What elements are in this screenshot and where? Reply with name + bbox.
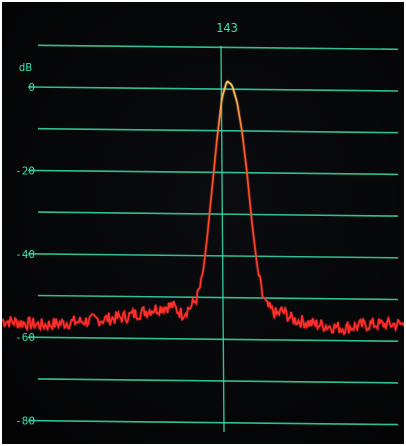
grid-line: [27, 336, 399, 342]
marker-label: 143: [216, 21, 238, 35]
y-tick-labels: 0 -20 -40 -60 -80: [15, 81, 35, 428]
y-tick-label: -40: [15, 248, 35, 261]
grid-line: [27, 86, 399, 92]
grid-line: [37, 211, 399, 217]
y-tick-label: 0: [28, 81, 35, 94]
grid-line: [27, 253, 399, 259]
grid-lines: [27, 44, 399, 426]
grid-line: [37, 44, 399, 51]
y-axis-unit: dB: [19, 61, 33, 74]
spectrum-trace: [2, 80, 404, 336]
y-tick-label: -80: [15, 415, 35, 428]
center-marker-line: [220, 45, 225, 433]
grid-line: [27, 419, 399, 426]
grid-line: [37, 378, 399, 384]
grid-line: [37, 294, 399, 301]
y-tick-label: -60: [15, 331, 35, 344]
y-tick-label: -20: [15, 164, 35, 177]
